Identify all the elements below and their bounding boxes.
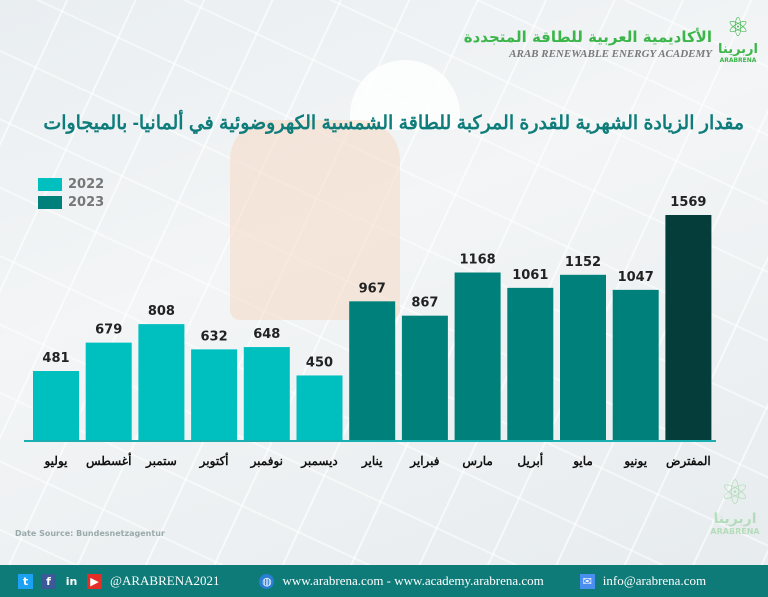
chart-title: مقدار الزيادة الشهرية للقدرة المركبة للط… [43, 113, 744, 134]
brand-name-ar: الأكاديمية العربية للطاقة المتجددة [463, 28, 712, 46]
data-label: 1152 [565, 255, 601, 270]
bar [191, 349, 238, 440]
bar [243, 347, 290, 440]
bar [138, 324, 185, 440]
email-icon: ✉ [579, 573, 595, 589]
bar [507, 287, 554, 440]
bar [349, 301, 396, 440]
bar [401, 315, 448, 440]
watermark-ar: اربرينا [713, 511, 757, 527]
email-link[interactable]: info@arabrena.com [602, 573, 707, 588]
bar [33, 371, 79, 440]
legend-swatch [38, 177, 62, 191]
legend-label: 2022 [68, 176, 105, 192]
category-label: المفترض [666, 454, 711, 469]
brand-name-en: ARAB RENEWABLE ENERGY ACADEMY [509, 48, 712, 60]
category-label: يناير [361, 454, 383, 469]
data-label: 867 [411, 296, 438, 311]
bar [85, 342, 132, 440]
category-label: أكتوبر [199, 453, 229, 469]
globe-icon: ◍ [259, 573, 275, 589]
bar [665, 215, 712, 440]
category-label: ستمبر [145, 454, 177, 469]
legend: 2022 2023 [38, 175, 104, 211]
legend-swatch [38, 195, 62, 209]
legend-item-2022: 2022 [38, 175, 104, 193]
atom-icon: ⚛ [726, 13, 750, 43]
data-label: 632 [201, 329, 228, 344]
data-label: 481 [42, 351, 69, 366]
data-label: 1047 [618, 270, 654, 285]
brand-header: الأكاديمية العربية للطاقة المتجددة ARAB … [464, 28, 712, 60]
bar [454, 272, 501, 440]
data-label: 450 [306, 355, 333, 370]
websites-link[interactable]: www.arabrena.com - www.academy.arabrena.… [282, 573, 544, 588]
legend-item-2023: 2023 [38, 193, 104, 211]
social-group: t f in ▶ @ARABRENA2021 [18, 573, 219, 589]
bar [612, 289, 659, 440]
bar [560, 274, 606, 440]
atom-icon: ⚛ [719, 473, 751, 513]
linkedin-icon[interactable]: in [65, 575, 78, 588]
category-label: يوليو [43, 454, 68, 469]
arabrena-logo: ⚛ اربرينا ARABRENA [716, 14, 760, 64]
category-label: يونيو [623, 454, 647, 469]
email-group: ✉ info@arabrena.com [579, 573, 707, 589]
data-source: Date Source: Bundesnetzagentur [15, 529, 165, 538]
category-label: نوفمبر [250, 454, 283, 469]
facebook-icon[interactable]: f [41, 573, 56, 589]
bar [296, 375, 343, 440]
social-handle[interactable]: @ARABRENA2021 [110, 573, 220, 588]
websites-group: ◍ www.arabrena.com - www.academy.arabren… [259, 573, 544, 589]
footer-bar: t f in ▶ @ARABRENA2021 ◍ www.arabrena.co… [0, 565, 768, 597]
data-label: 679 [95, 323, 122, 338]
arabrena-watermark: ⚛ اربرينا ARABRENA [710, 475, 760, 536]
data-label: 808 [148, 304, 175, 319]
category-label: أغسطس [86, 453, 131, 469]
data-label: 1569 [670, 195, 706, 210]
data-label: 967 [359, 281, 386, 296]
twitter-icon[interactable]: t [18, 573, 33, 589]
logo-ar: اربرينا [718, 42, 758, 57]
data-label: 648 [253, 327, 280, 342]
logo-en: ARABRENA [719, 57, 757, 64]
youtube-icon[interactable]: ▶ [87, 573, 102, 589]
worker-image [230, 120, 400, 320]
category-label: ديسمبر [300, 454, 338, 469]
legend-label: 2023 [68, 194, 105, 210]
watermark-en: ARABRENA [710, 527, 760, 536]
category-label: أبريل [517, 453, 543, 469]
category-label: مايو [572, 454, 593, 469]
category-label: مارس [462, 454, 493, 469]
data-label: 1168 [460, 253, 496, 268]
data-label: 1061 [512, 268, 548, 283]
category-label: فبراير [409, 454, 440, 469]
